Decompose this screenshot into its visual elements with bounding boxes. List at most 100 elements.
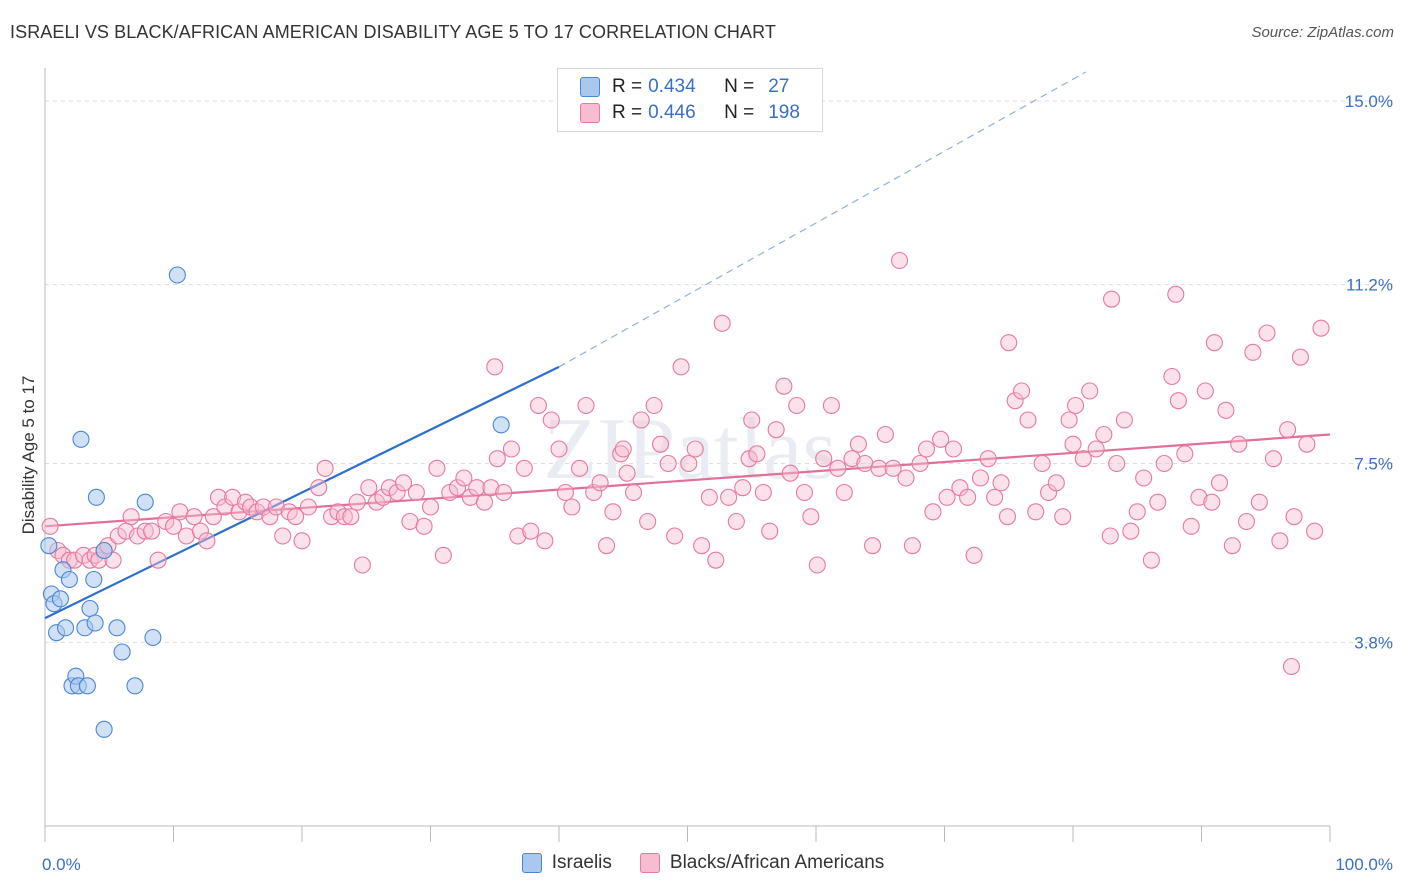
blacks-point — [624, 483, 643, 502]
blacks-point — [686, 440, 704, 458]
y-tick-label: 15.0% — [1345, 92, 1393, 111]
blacks-point — [224, 488, 242, 506]
blacks-point — [720, 488, 738, 506]
israelis-point — [81, 599, 99, 618]
blacks-point — [870, 459, 888, 477]
blacks-point — [604, 503, 622, 521]
blacks-point — [734, 479, 752, 497]
blacks-point — [149, 551, 167, 569]
blacks-point — [204, 508, 222, 526]
blacks-point — [353, 556, 371, 574]
blacks-point — [571, 459, 589, 477]
blacks-point — [1176, 445, 1194, 463]
r-value: 0.434 — [648, 76, 696, 97]
blacks-point — [1264, 450, 1283, 468]
blacks-point — [1128, 503, 1146, 521]
axes — [44, 68, 1331, 842]
blacks-point — [843, 450, 861, 468]
blacks-point — [680, 454, 698, 473]
blacks-point — [177, 527, 195, 545]
blacks-point — [1244, 343, 1262, 361]
blacks-point — [1169, 392, 1187, 410]
blacks-point — [299, 498, 317, 516]
blacks-point — [1250, 493, 1268, 511]
data-points — [40, 251, 1330, 738]
blacks-point — [959, 488, 977, 506]
israelis-swatch — [521, 853, 542, 873]
blacks-point — [1167, 285, 1185, 303]
blacks-point — [1210, 474, 1229, 492]
blacks-point — [348, 493, 366, 511]
blacks-point — [191, 522, 210, 540]
israelis-point — [86, 614, 104, 632]
blacks-point — [1074, 450, 1092, 468]
israelis-swatch — [580, 77, 600, 97]
n-label: N = — [724, 76, 755, 97]
blacks-point — [802, 508, 820, 526]
blacks-point — [971, 469, 990, 487]
blacks-point — [808, 556, 826, 574]
blacks-point — [693, 537, 711, 555]
blacks-point — [394, 474, 413, 492]
blacks-point — [529, 396, 547, 415]
blacks-point — [1312, 319, 1330, 337]
blacks-point — [1217, 401, 1235, 419]
blacks-point — [486, 358, 504, 376]
blacks-point — [754, 483, 772, 502]
blacks-point — [1103, 290, 1121, 308]
blacks-point — [911, 454, 929, 473]
israelis-point — [95, 720, 113, 738]
blacks-point — [1019, 411, 1037, 429]
israelis-point — [51, 590, 69, 608]
blacks-point — [1155, 454, 1173, 473]
blacks-point — [743, 411, 761, 429]
blacks-point — [185, 508, 203, 526]
blacks-point — [645, 396, 663, 415]
blacks-point — [563, 498, 581, 516]
blacks-point — [822, 396, 840, 415]
blacks-point — [788, 396, 806, 415]
blacks-point — [597, 537, 616, 555]
blacks-point — [509, 527, 527, 545]
legend-item-israelis: Israelis — [521, 852, 612, 874]
blacks-point — [992, 474, 1010, 492]
blacks-point — [136, 522, 154, 540]
r-value: 0.446 — [648, 102, 696, 123]
source-label: Source: ZipAtlas.com — [1251, 24, 1394, 41]
blacks-point — [1291, 348, 1309, 366]
israelis-trend-extension — [558, 71, 1087, 368]
blacks-point — [1013, 382, 1031, 400]
legend-label: Blacks/African Americans — [669, 852, 885, 873]
blacks-point — [1203, 493, 1221, 511]
blacks-point — [1095, 425, 1113, 444]
chart-title: ISRAELI VS BLACK/AFRICAN AMERICAN DISABI… — [10, 22, 776, 42]
blacks-point — [700, 488, 718, 506]
blacks-point — [1135, 469, 1153, 487]
blacks-point — [455, 469, 473, 487]
blacks-point — [164, 517, 183, 535]
blacks-point — [614, 440, 632, 458]
blacks-point — [1108, 454, 1126, 473]
blacks-point — [924, 503, 942, 521]
blacks-point — [1163, 367, 1181, 386]
blacks-point — [428, 459, 446, 477]
blacks-point — [876, 425, 894, 444]
blacks-trend-line — [44, 433, 1331, 528]
blacks-swatch — [639, 853, 660, 873]
legend-row-israelis: R = 0.434 N = 27 — [580, 75, 789, 99]
blacks-point — [316, 459, 334, 477]
blacks-point — [727, 512, 745, 531]
blacks-point — [342, 508, 360, 526]
israelis-point — [57, 619, 75, 637]
blacks-point — [1027, 503, 1045, 521]
n-value: 198 — [768, 102, 800, 123]
blacks-point — [502, 440, 521, 458]
blacks-point — [612, 445, 630, 463]
blacks-point — [41, 517, 59, 535]
blacks-point — [672, 358, 690, 376]
y-tick-label: 7.5% — [1354, 455, 1393, 474]
blacks-point — [475, 493, 494, 511]
blacks-point — [482, 479, 500, 497]
y-tick-label: 3.8% — [1354, 633, 1393, 652]
